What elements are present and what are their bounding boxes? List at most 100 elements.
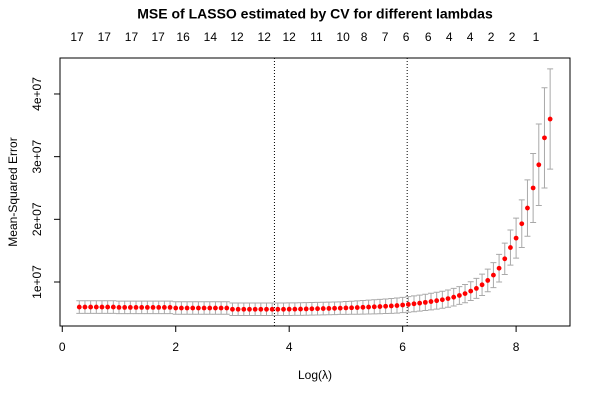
data-point xyxy=(422,299,428,305)
data-point xyxy=(456,293,462,298)
y-tick-label: 1e+07 xyxy=(30,265,44,299)
top-tick-label: 17 xyxy=(70,30,84,44)
x-tick-label: 2 xyxy=(172,340,179,354)
top-tick-label: 7 xyxy=(382,30,389,44)
data-point xyxy=(258,306,264,312)
data-point xyxy=(144,304,150,310)
y-tick-label: 3e+07 xyxy=(30,139,44,173)
data-point xyxy=(496,265,502,271)
data-point xyxy=(184,305,190,311)
data-point xyxy=(491,272,496,278)
data-point xyxy=(281,306,286,312)
data-point xyxy=(190,305,196,311)
data-point xyxy=(127,304,133,310)
data-point xyxy=(394,303,400,308)
data-point xyxy=(360,304,366,310)
data-point xyxy=(479,282,485,288)
data-point xyxy=(343,305,349,311)
data-point xyxy=(133,304,139,310)
data-point xyxy=(196,305,201,311)
data-point xyxy=(411,301,417,307)
data-point xyxy=(93,304,99,310)
data-point xyxy=(445,296,451,302)
data-point xyxy=(224,305,230,311)
top-tick-label: 17 xyxy=(125,30,139,44)
top-tick-label: 2 xyxy=(488,30,495,44)
data-point xyxy=(207,305,213,311)
data-point xyxy=(309,306,315,312)
data-point xyxy=(485,278,491,283)
chart-title: MSE of LASSO estimated by CV for differe… xyxy=(137,6,493,22)
data-point xyxy=(264,306,269,312)
top-tick-label: 2 xyxy=(509,30,516,44)
data-point xyxy=(161,304,167,310)
data-point xyxy=(213,305,218,311)
top-tick-label: 12 xyxy=(258,30,272,44)
data-point xyxy=(473,285,479,291)
data-point xyxy=(349,305,354,311)
data-point xyxy=(156,304,162,310)
top-tick-label: 16 xyxy=(176,30,190,44)
data-point xyxy=(417,300,423,306)
data-point xyxy=(292,306,298,312)
data-point xyxy=(88,304,94,310)
data-point xyxy=(519,221,525,227)
data-point xyxy=(275,306,281,312)
data-point xyxy=(525,205,530,211)
data-point xyxy=(235,306,241,312)
data-point xyxy=(337,305,343,311)
data-point xyxy=(76,304,82,310)
top-tick-label: 14 xyxy=(204,30,218,44)
top-tick-label: 17 xyxy=(98,30,112,44)
top-tick-label: 4 xyxy=(446,30,453,44)
data-point xyxy=(332,305,337,311)
data-point xyxy=(383,303,389,309)
data-point xyxy=(201,305,207,311)
top-tick-label: 6 xyxy=(425,30,432,44)
top-tick-label: 6 xyxy=(403,30,410,44)
data-point xyxy=(110,304,116,310)
top-tick-label: 1 xyxy=(533,30,540,44)
data-point xyxy=(303,306,309,312)
data-point xyxy=(468,288,474,294)
data-point xyxy=(173,305,179,311)
data-point xyxy=(428,299,434,304)
data-point xyxy=(354,305,360,310)
top-tick-label: 12 xyxy=(283,30,297,44)
data-point xyxy=(462,291,468,296)
data-point xyxy=(99,304,105,310)
x-tick-label: 4 xyxy=(286,340,293,354)
data-point xyxy=(542,135,547,141)
data-point xyxy=(252,306,258,312)
data-point xyxy=(247,306,252,312)
y-axis-label: Mean-Squared Error xyxy=(6,137,20,246)
data-point xyxy=(269,306,275,312)
data-point xyxy=(122,304,128,310)
data-point xyxy=(405,302,411,307)
data-point xyxy=(451,294,457,300)
top-tick-label: 10 xyxy=(336,30,350,44)
data-point xyxy=(105,304,111,310)
top-tick-label: 12 xyxy=(230,30,244,44)
y-tick-label: 4e+07 xyxy=(30,77,44,111)
data-point xyxy=(434,298,440,304)
data-point xyxy=(326,306,332,311)
top-tick-label: 4 xyxy=(467,30,474,44)
data-point xyxy=(167,304,173,310)
top-tick-label: 8 xyxy=(361,30,368,44)
data-point xyxy=(315,306,320,312)
x-tick-label: 8 xyxy=(513,340,520,354)
data-point xyxy=(230,306,235,312)
data-point xyxy=(320,306,326,311)
data-point xyxy=(286,306,292,312)
data-point xyxy=(388,303,394,309)
x-tick-label: 6 xyxy=(399,340,406,354)
data-point xyxy=(547,116,553,122)
data-point xyxy=(241,306,247,312)
y-tick-label: 2e+07 xyxy=(30,202,44,236)
x-tick-label: 0 xyxy=(59,340,66,354)
data-point xyxy=(150,304,156,310)
data-point xyxy=(508,245,513,250)
data-point xyxy=(377,304,383,309)
